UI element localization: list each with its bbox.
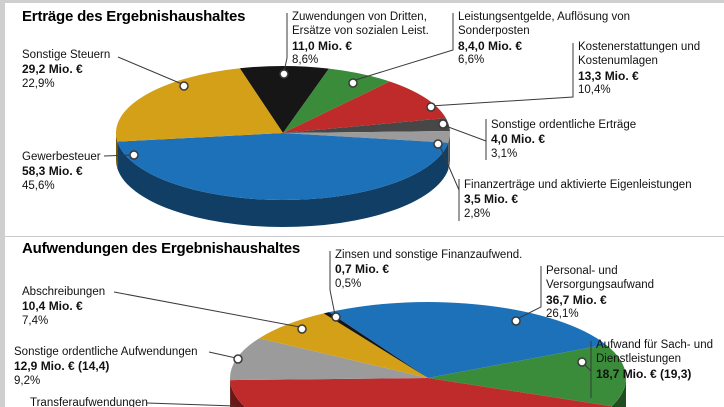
slice-value: 8,4,0 Mio. € [458, 38, 523, 53]
slice-name: Gewerbesteuer [22, 151, 101, 163]
callout-line-sonstige-steuern [117, 56, 183, 85]
label-transferaufwendungen: Transferaufwendungen [30, 396, 148, 407]
slice-name: Aufwand für Sach- und Dienstleistungen [596, 339, 713, 366]
slice-value: 11,0 Mio. € [292, 38, 353, 53]
label-zuwendungen: Zuwendungen von Dritten, Ersätze von soz… [292, 10, 450, 68]
callout-dot-sonstige-ertraege [438, 119, 448, 129]
left-border [0, 0, 5, 407]
label-aufwand-sach: Aufwand für Sach- und Dienstleistungen 1… [596, 338, 722, 381]
slice-name: Kostenerstattungen und Kostenumlagen [578, 41, 701, 68]
top-border [0, 0, 724, 3]
slice-name: Zinsen und sonstige Finanzaufwend. [335, 249, 523, 261]
slice-value: 29,2 Mio. € [22, 62, 83, 77]
slice-pct: 10,4% [578, 84, 611, 97]
slice-value: 36,7 Mio. € [546, 292, 607, 307]
label-personal: Personal- und Versorgungsaufwand 36,7 Mi… [546, 264, 678, 322]
label-leistungsentgelde: Leistungsentgelde, Auflösung von Sonderp… [458, 10, 648, 68]
slice-pct: 7,4% [22, 315, 49, 328]
label-kostenerstattungen: Kostenerstattungen und Kostenumlagen 13,… [578, 40, 720, 98]
slice-name: Finanzerträge und aktivierte Eigenleistu… [464, 179, 692, 191]
callout-line-zinsen [329, 251, 336, 316]
slice-value: 4,0 Mio. € [491, 132, 546, 147]
callout-dot-personal [511, 316, 521, 326]
slice-pct: 45,6% [22, 180, 55, 193]
slice-name: Transferaufwendungen [30, 397, 148, 407]
label-gewerbesteuer: Gewerbesteuer 58,3 Mio. € 45,6% [22, 150, 101, 193]
slice-name: Zuwendungen von Dritten, Ersätze von soz… [292, 11, 429, 38]
callout-line-abschreibungen [113, 291, 301, 328]
callout-dot-aufwand-sach [577, 357, 587, 367]
callout-line-personal [514, 266, 542, 321]
slice-value: 10,4 Mio. € [22, 299, 83, 314]
label-abschreibungen: Abschreibungen 10,4 Mio. € 7,4% [22, 285, 105, 328]
callout-dot-gewerbesteuer [129, 150, 139, 160]
callout-dots [129, 69, 587, 367]
section-divider [5, 236, 724, 237]
slice-name: Leistungsentgelde, Auflösung von Sonderp… [458, 11, 630, 38]
slice-name: Sonstige ordentliche Aufwendungen [14, 346, 198, 358]
slice-name: Sonstige ordentliche Erträge [491, 119, 637, 131]
callout-line-gewerbesteuer [103, 154, 133, 157]
label-sonstige-ertraege: Sonstige ordentliche Erträge 4,0 Mio. € … [491, 118, 636, 161]
callout-line-transferaufwendungen [146, 402, 236, 407]
callout-line-sonstige-ertraege [442, 124, 487, 142]
slice-pct: 8,6% [292, 54, 319, 67]
callout-lines [103, 13, 592, 407]
slice-value: 3,5 Mio. € [464, 192, 519, 207]
slice-name: Abschreibungen [22, 286, 106, 298]
slice-pct: 0,5% [335, 278, 362, 291]
callout-dot-sonstige-steuern [179, 81, 189, 91]
slice-pct: 22,9% [22, 78, 55, 91]
slice-pct: 9,2% [14, 375, 41, 388]
chart-title-ertraege: Erträge des Ergebnishaushaltes [22, 8, 246, 25]
slice-pct: 6,6% [458, 54, 485, 67]
callout-line-zuwendungen [283, 13, 288, 73]
pie-ertraege [116, 65, 450, 227]
callout-dot-leistungsentgelde [348, 78, 358, 88]
slice-value: 0,7 Mio. € [335, 262, 390, 277]
slice-name: Personal- und Versorgungsaufwand [546, 265, 655, 292]
slice-name: Sonstige Steuern [22, 49, 111, 61]
slice-value: 18,7 Mio. € (19,3) [596, 366, 692, 381]
callout-dot-kostenerstattungen [426, 102, 436, 112]
callout-line-kostenerstattungen [429, 43, 574, 107]
callout-dot-finanzertraege [433, 139, 443, 149]
callout-line-finanzertraege [438, 143, 460, 191]
slice-pct: 2,8% [464, 208, 491, 221]
callout-dot-sonstige-aufwendungen [233, 354, 243, 364]
callout-dot-abschreibungen [297, 324, 307, 334]
slice-pct: 3,1% [491, 148, 518, 161]
slice-value: 58,3 Mio. € [22, 164, 83, 179]
label-sonstige-aufwendungen: Sonstige ordentliche Aufwendungen 12,9 M… [14, 345, 198, 388]
slice-pct: 26,1% [546, 308, 579, 321]
label-finanzertraege: Finanzerträge und aktivierte Eigenleistu… [464, 178, 692, 221]
callout-dot-zinsen [331, 312, 341, 322]
label-sonstige-steuern: Sonstige Steuern 29,2 Mio. € 22,9% [22, 48, 172, 91]
slice-value: 12,9 Mio. € (14,4) [14, 359, 110, 374]
label-zinsen: Zinsen und sonstige Finanzaufwend. 0,7 M… [335, 248, 522, 291]
callout-line-sonstige-aufwendungen [208, 351, 237, 359]
chart-title-aufwendungen: Aufwendungen des Ergebnishaushaltes [22, 240, 301, 257]
callout-line-leistungsentgelde [351, 13, 454, 82]
slice-value: 13,3 Mio. € [578, 68, 639, 83]
callout-dot-zuwendungen [279, 69, 289, 79]
